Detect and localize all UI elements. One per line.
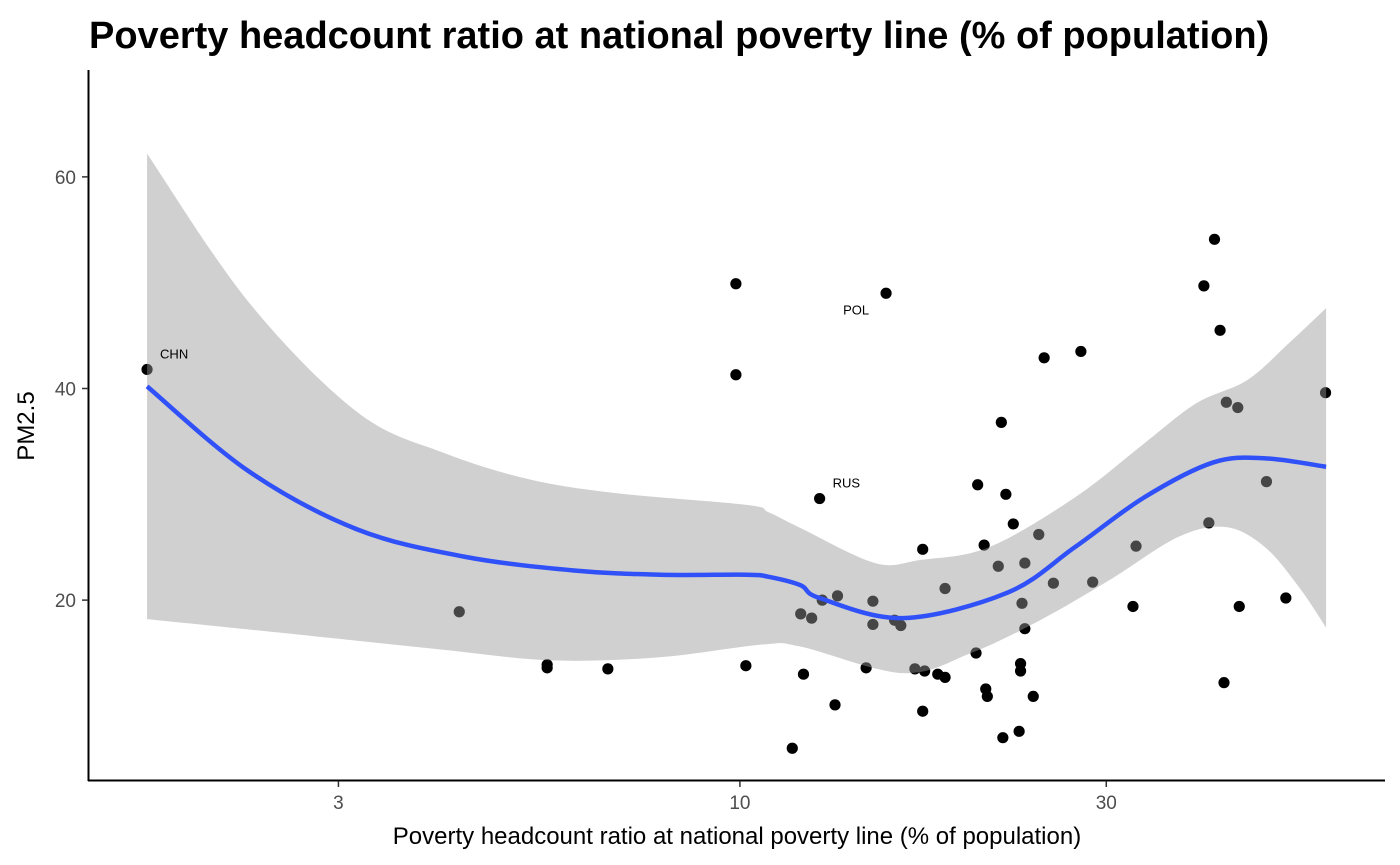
data-point <box>453 606 465 618</box>
data-point <box>541 662 553 674</box>
data-point <box>939 671 951 683</box>
data-point <box>602 663 614 675</box>
smooth-fit-line <box>145 384 1327 621</box>
data-point <box>730 369 742 381</box>
data-point <box>1047 577 1059 589</box>
chart-title: Poverty headcount ratio at national pove… <box>89 15 1269 57</box>
x-tick-label: 3 <box>333 793 344 814</box>
data-point <box>831 590 844 602</box>
data-point <box>1027 690 1039 703</box>
data-point <box>1208 233 1221 245</box>
y-tick-label: 60 <box>55 168 76 189</box>
data-point <box>895 619 907 632</box>
data-point <box>919 665 931 677</box>
data-point <box>1038 352 1050 364</box>
y-tick-label: 40 <box>55 379 76 400</box>
data-point <box>797 668 810 680</box>
x-axis-title: Poverty headcount ratio at national pove… <box>393 823 1081 850</box>
data-point <box>860 662 872 674</box>
data-point <box>829 699 841 711</box>
data-point-rus <box>814 492 826 505</box>
points-layer <box>141 233 1332 754</box>
data-point-chn <box>141 363 153 376</box>
y-axis-title: PM2.5 <box>13 391 40 460</box>
y-tick-label: 20 <box>55 591 76 612</box>
y-axis-ticks: 20 40 60 <box>55 168 88 612</box>
data-point <box>1033 528 1045 541</box>
data-point <box>867 618 879 631</box>
x-tick-label: 10 <box>729 793 750 814</box>
data-point <box>1087 576 1099 588</box>
data-point <box>1232 401 1244 414</box>
data-point <box>1016 597 1028 609</box>
data-point <box>997 732 1009 744</box>
data-point <box>909 663 921 675</box>
data-point <box>1280 592 1292 604</box>
data-point <box>1214 324 1226 336</box>
data-point <box>992 560 1004 572</box>
data-point <box>1019 623 1031 635</box>
data-point <box>1075 345 1087 358</box>
point-label-rus: RUS <box>833 476 861 491</box>
data-point <box>978 539 990 551</box>
data-point <box>1260 476 1273 488</box>
x-axis-ticks: 3 10 30 <box>333 781 1117 814</box>
data-point <box>939 582 951 595</box>
data-point <box>1000 488 1012 500</box>
data-point <box>1220 396 1232 408</box>
data-point <box>740 660 752 672</box>
point-labels-layer: CHN POL RUS <box>160 302 869 490</box>
data-point <box>972 479 984 491</box>
data-point <box>1203 517 1215 529</box>
smooth-line-layer <box>145 384 1327 621</box>
data-point <box>981 690 993 703</box>
data-point <box>730 278 742 290</box>
data-point <box>1319 387 1332 399</box>
data-point <box>1007 518 1019 530</box>
data-point <box>1013 725 1025 737</box>
confidence-band <box>147 153 1327 674</box>
data-point <box>1127 600 1139 613</box>
data-point <box>1014 665 1027 677</box>
data-point <box>1233 600 1245 613</box>
data-point <box>1019 557 1031 569</box>
data-point <box>1198 280 1210 292</box>
point-label-pol: POL <box>843 302 869 317</box>
data-point <box>1218 677 1230 689</box>
confidence-band-layer <box>147 153 1327 674</box>
data-point <box>786 742 798 754</box>
data-point-pol <box>880 287 892 299</box>
data-point <box>795 608 807 620</box>
data-point <box>1130 540 1142 552</box>
data-point <box>995 416 1007 428</box>
point-label-chn: CHN <box>160 346 188 361</box>
x-tick-label: 30 <box>1096 793 1117 814</box>
data-point <box>806 612 818 624</box>
data-point <box>970 647 982 659</box>
data-point <box>867 595 879 607</box>
data-point <box>917 705 929 717</box>
data-point <box>917 543 929 555</box>
